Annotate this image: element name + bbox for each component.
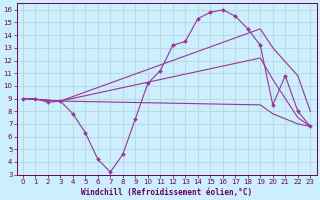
X-axis label: Windchill (Refroidissement éolien,°C): Windchill (Refroidissement éolien,°C) — [81, 188, 252, 197]
